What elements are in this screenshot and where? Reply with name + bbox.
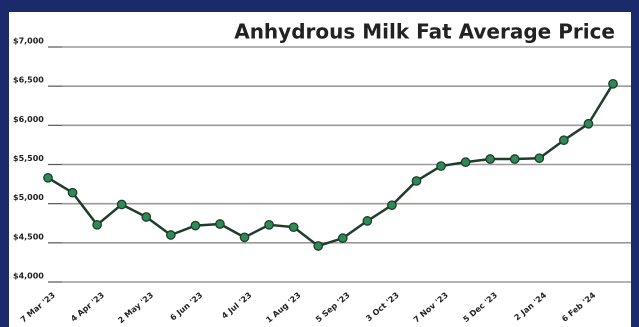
y-tick-label: $7,000 [13,37,44,46]
y-tick-label: $6,000 [13,115,44,124]
point [165,230,176,240]
point [485,154,496,164]
point [43,172,53,183]
point [559,135,569,146]
point [460,157,471,167]
point [288,222,299,233]
point [509,154,520,164]
plot-background [9,12,631,327]
point [215,219,225,229]
point [411,176,422,186]
point [67,187,78,198]
point [534,153,545,164]
chart-title: Anhydrous Milk Fat Average Price [234,20,615,44]
point [92,219,102,230]
y-tick-label: $4,500 [13,232,44,241]
point [190,220,201,231]
point [239,232,250,243]
y-tick-label: $4,000 [13,272,44,281]
point [116,199,127,210]
point [583,118,594,129]
y-tick-label: $5,000 [13,193,44,202]
y-tick-label: $6,500 [13,76,44,85]
point [608,78,618,89]
point [362,216,373,226]
point [264,219,274,230]
point [141,212,152,222]
point [313,241,324,251]
y-tick-label: $5,500 [13,154,44,163]
point [337,233,348,243]
point [387,200,397,211]
point [436,161,446,171]
